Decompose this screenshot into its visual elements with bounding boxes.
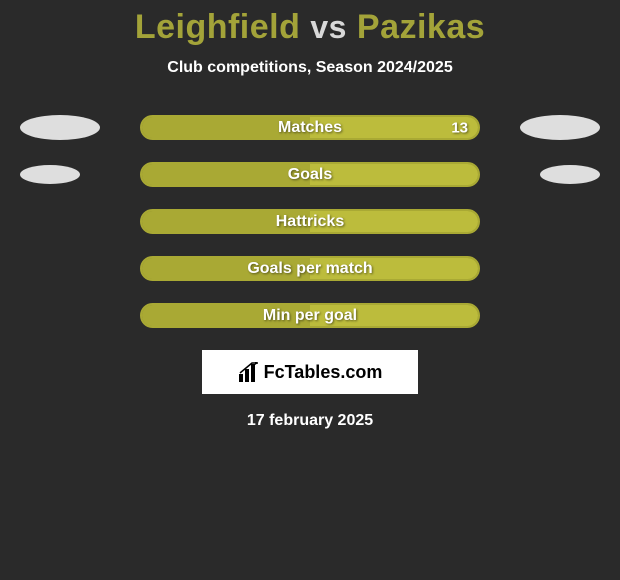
left-value-ellipse: [20, 165, 80, 184]
stat-label: Matches: [142, 119, 478, 137]
stat-bar: Matches13: [140, 115, 480, 140]
logo-text: FcTables.com: [264, 362, 383, 383]
player-1-name: Leighfield: [135, 8, 301, 46]
stats-rows: Matches13 Goals Hattricks Goals per match Mi…: [0, 115, 620, 328]
right-value-ellipse: [540, 165, 600, 184]
stat-row: Goals: [0, 162, 620, 187]
logo-box: FcTables.com: [202, 350, 418, 394]
fctables-logo: FcTables.com: [238, 362, 383, 383]
player-2-name: Pazikas: [357, 8, 485, 46]
stat-row: Goals per match: [0, 256, 620, 281]
stat-bar: Min per goal: [140, 303, 480, 328]
bar-chart-icon: [238, 362, 260, 382]
subtitle: Club competitions, Season 2024/2025: [0, 59, 620, 77]
stat-value-right: 13: [451, 119, 468, 136]
stat-bar: Goals: [140, 162, 480, 187]
stat-label: Goals: [142, 166, 478, 184]
date: 17 february 2025: [0, 412, 620, 430]
stat-label: Min per goal: [142, 307, 478, 325]
page-title: Leighfield vs Pazikas: [0, 0, 620, 47]
stat-bar: Goals per match: [140, 256, 480, 281]
vs-word: vs: [310, 9, 347, 45]
comparison-infographic: Leighfield vs Pazikas Club competitions,…: [0, 0, 620, 580]
stat-row: Hattricks: [0, 209, 620, 234]
stat-label: Hattricks: [142, 213, 478, 231]
stat-row: Matches13: [0, 115, 620, 140]
stat-bar: Hattricks: [140, 209, 480, 234]
left-value-ellipse: [20, 115, 100, 140]
right-value-ellipse: [520, 115, 600, 140]
stat-label: Goals per match: [142, 260, 478, 278]
stat-row: Min per goal: [0, 303, 620, 328]
